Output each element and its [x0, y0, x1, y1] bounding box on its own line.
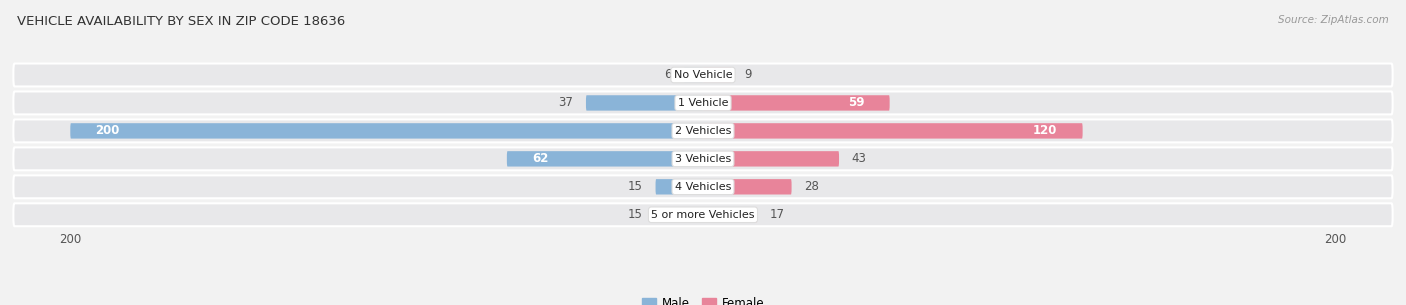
FancyBboxPatch shape — [703, 151, 839, 167]
Text: 2 Vehicles: 2 Vehicles — [675, 126, 731, 136]
FancyBboxPatch shape — [508, 151, 703, 167]
FancyBboxPatch shape — [13, 175, 1392, 198]
FancyBboxPatch shape — [685, 67, 703, 83]
Text: 9: 9 — [744, 69, 752, 81]
Text: Source: ZipAtlas.com: Source: ZipAtlas.com — [1278, 15, 1389, 25]
FancyBboxPatch shape — [70, 123, 703, 138]
Text: VEHICLE AVAILABILITY BY SEX IN ZIP CODE 18636: VEHICLE AVAILABILITY BY SEX IN ZIP CODE … — [17, 15, 344, 28]
FancyBboxPatch shape — [655, 207, 703, 222]
Text: 15: 15 — [628, 180, 643, 193]
FancyBboxPatch shape — [655, 179, 703, 195]
FancyBboxPatch shape — [13, 203, 1392, 226]
Text: 1 Vehicle: 1 Vehicle — [678, 98, 728, 108]
Text: 59: 59 — [848, 96, 865, 109]
FancyBboxPatch shape — [13, 92, 1392, 114]
Text: 6: 6 — [664, 69, 672, 81]
Text: 17: 17 — [769, 208, 785, 221]
Text: 4 Vehicles: 4 Vehicles — [675, 182, 731, 192]
FancyBboxPatch shape — [13, 147, 1392, 170]
Text: 37: 37 — [558, 96, 574, 109]
FancyBboxPatch shape — [703, 123, 1083, 138]
Text: 3 Vehicles: 3 Vehicles — [675, 154, 731, 164]
Text: 28: 28 — [804, 180, 820, 193]
Text: 62: 62 — [533, 152, 548, 165]
FancyBboxPatch shape — [703, 179, 792, 195]
FancyBboxPatch shape — [703, 95, 890, 111]
FancyBboxPatch shape — [586, 95, 703, 111]
FancyBboxPatch shape — [703, 207, 756, 222]
Text: No Vehicle: No Vehicle — [673, 70, 733, 80]
FancyBboxPatch shape — [13, 63, 1392, 86]
Legend: Male, Female: Male, Female — [641, 297, 765, 305]
FancyBboxPatch shape — [13, 120, 1392, 142]
FancyBboxPatch shape — [703, 67, 731, 83]
Text: 5 or more Vehicles: 5 or more Vehicles — [651, 210, 755, 220]
Text: 120: 120 — [1033, 124, 1057, 137]
Text: 200: 200 — [96, 124, 120, 137]
Text: 15: 15 — [628, 208, 643, 221]
Text: 43: 43 — [852, 152, 866, 165]
